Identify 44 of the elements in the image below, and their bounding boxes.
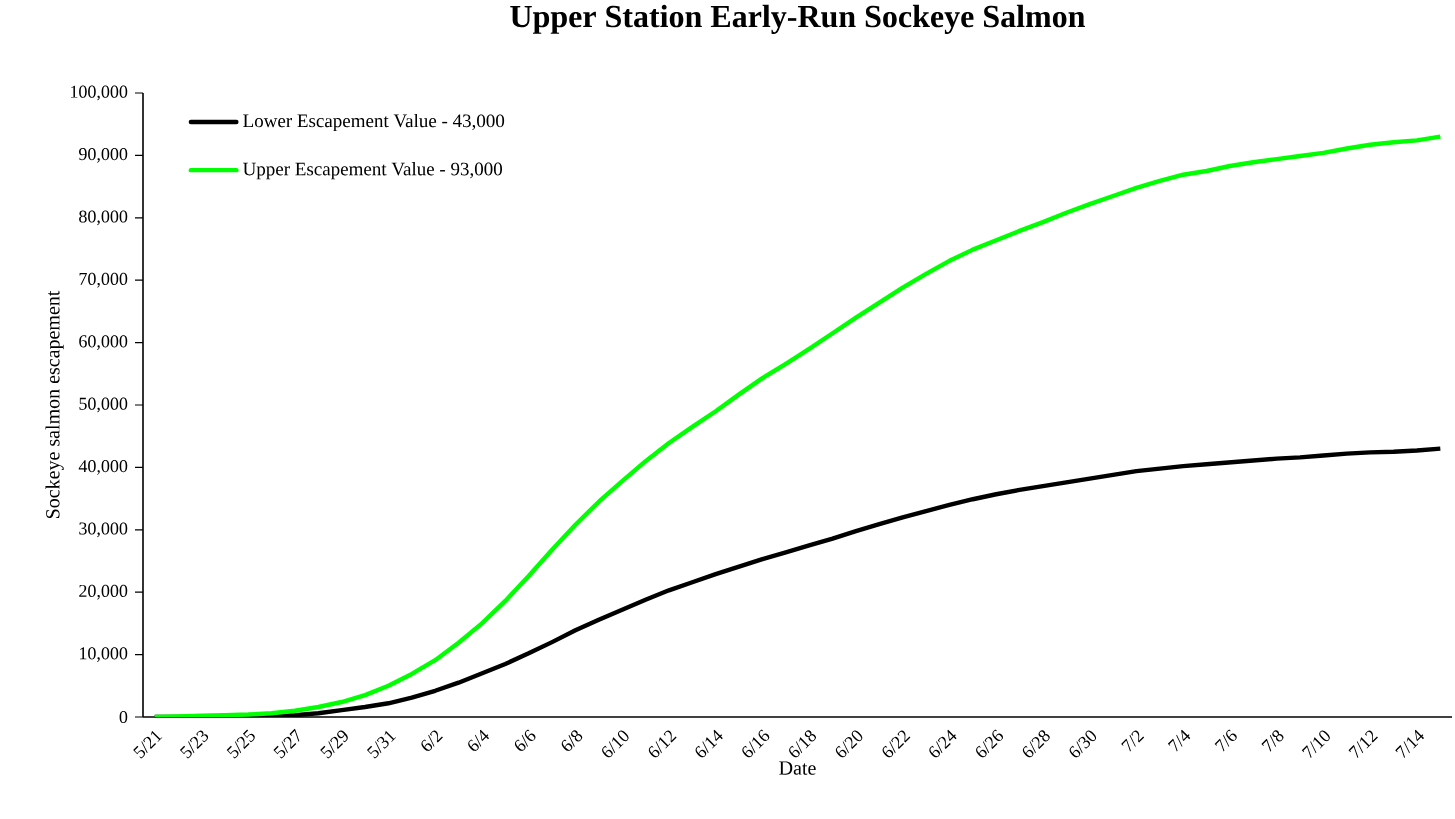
x-tick-label: 5/31: [366, 730, 397, 759]
chart-title: Upper Station Early-Run Sockeye Salmon: [510, 4, 1085, 34]
y-axis-title: Sockeye salmon escapement: [45, 290, 64, 519]
x-tick-label: 6/28: [1022, 730, 1050, 758]
x-tick-label: 5/21: [133, 730, 163, 759]
y-tick-label: 100,000: [71, 85, 128, 101]
x-tick-label: 5/25: [226, 729, 255, 759]
legend-label: Lower Escapement Value - 43,000: [243, 113, 505, 132]
x-tick-label: 6/6: [514, 729, 536, 751]
y-tick-label: 60,000: [79, 335, 128, 350]
x-tick-label: 7/2: [1121, 730, 1145, 752]
x-tick-label: 5/23: [179, 730, 209, 759]
y-tick-label: 20,000: [79, 584, 128, 600]
x-tick-label: 7/6: [1214, 729, 1237, 752]
x-tick-label: 7/12: [1348, 730, 1378, 758]
x-tick-label: 6/10: [602, 730, 629, 758]
x-tick-label: 6/16: [742, 729, 770, 758]
y-tick-label: 90,000: [79, 148, 128, 163]
x-tick-label: 6/30: [1069, 730, 1097, 758]
y-tick-label: 30,000: [79, 522, 128, 538]
x-tick-label: 6/14: [695, 729, 723, 758]
x-tick-label: 6/18: [789, 730, 817, 758]
x-tick-label: 7/4: [1167, 729, 1191, 752]
y-tick-label: 50,000: [79, 397, 128, 413]
x-tick-label: 6/24: [929, 729, 957, 758]
x-tick-label: 7/10: [1301, 730, 1330, 759]
x-tick-label: 5/27: [273, 728, 300, 759]
x-tick-label: 6/20: [835, 730, 863, 758]
y-tick-label: 0: [119, 710, 128, 724]
x-tick-label: 7/8: [1261, 730, 1284, 752]
x-tick-label: 6/8: [561, 730, 583, 751]
y-tick-label: 40,000: [78, 460, 128, 475]
x-tick-label: 6/12: [648, 730, 677, 758]
x-tick-label: 5/29: [320, 730, 348, 759]
y-tick-label: 80,000: [79, 210, 128, 226]
legend-label: Upper Escapement Value - 93,000: [243, 162, 503, 180]
x-tick-label: 6/26: [976, 729, 1003, 758]
y-tick-label: 10,000: [80, 647, 128, 662]
y-tick-label: 70,000: [79, 272, 128, 288]
x-axis-title: Date: [779, 761, 816, 775]
x-tick-label: 6/2: [421, 730, 443, 751]
x-tick-label: 7/14: [1395, 729, 1425, 758]
x-tick-label: 6/4: [468, 729, 490, 751]
x-tick-label: 6/22: [882, 730, 911, 758]
